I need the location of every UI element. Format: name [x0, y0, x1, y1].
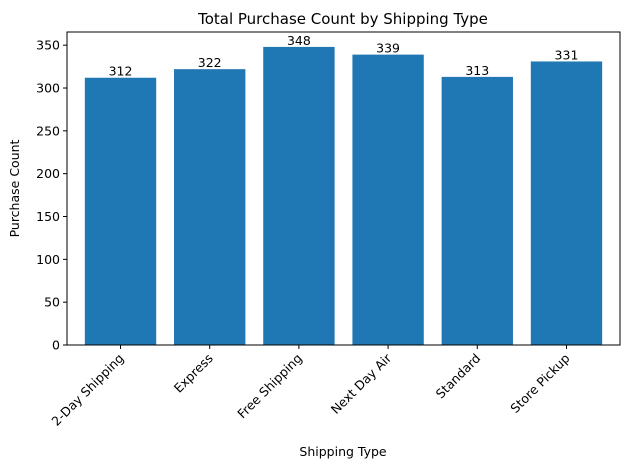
y-tick-label-4: 200: [36, 166, 60, 181]
bar-3: [352, 54, 424, 345]
y-tick-label-1: 50: [44, 295, 60, 310]
y-tick-label-7: 350: [36, 38, 60, 53]
x-axis-ticks: 2-Day Shipping Express Free Shipping Next D…: [48, 345, 573, 429]
y-tick-label-3: 150: [36, 209, 60, 224]
y-tick-label-2: 100: [36, 252, 60, 267]
bar-4: [441, 76, 513, 345]
plot-frame: [66, 31, 621, 346]
x-tick-label-2: Free Shipping: [234, 351, 305, 422]
chart-title: Total Purchase Count by Shipping Type: [197, 10, 488, 28]
data-label-3: 339: [376, 41, 400, 56]
x-axis-label: Shipping Type: [299, 444, 387, 459]
bar-0: [84, 77, 157, 346]
data-label-4: 313: [465, 63, 489, 78]
y-tick-label-6: 300: [36, 81, 60, 96]
y-tick-label-0: 0: [52, 338, 60, 353]
data-label-5: 331: [555, 47, 579, 62]
bars-layer: [84, 46, 603, 346]
data-label-1: 322: [198, 55, 222, 70]
x-tick-label-1: Express: [171, 351, 216, 396]
bar-2: [263, 46, 335, 346]
y-axis-ticks: 0 50 100 150 200 250 300 350: [36, 38, 67, 353]
x-tick-label-5: Store Pickup: [507, 350, 572, 415]
data-label-0: 312: [109, 64, 133, 79]
x-tick-label-0: 2-Day Shipping: [48, 351, 126, 429]
data-label-2: 348: [287, 33, 311, 48]
data-labels-layer: 312 322 348 339 313 331: [109, 33, 579, 79]
y-axis-label: Purchase Count: [7, 139, 22, 237]
bar-1: [174, 69, 246, 346]
x-tick-label-3: Next Day Air: [328, 350, 395, 417]
y-tick-label-5: 250: [36, 123, 60, 138]
x-tick-label-4: Standard: [433, 351, 484, 402]
bar-5: [530, 61, 603, 345]
